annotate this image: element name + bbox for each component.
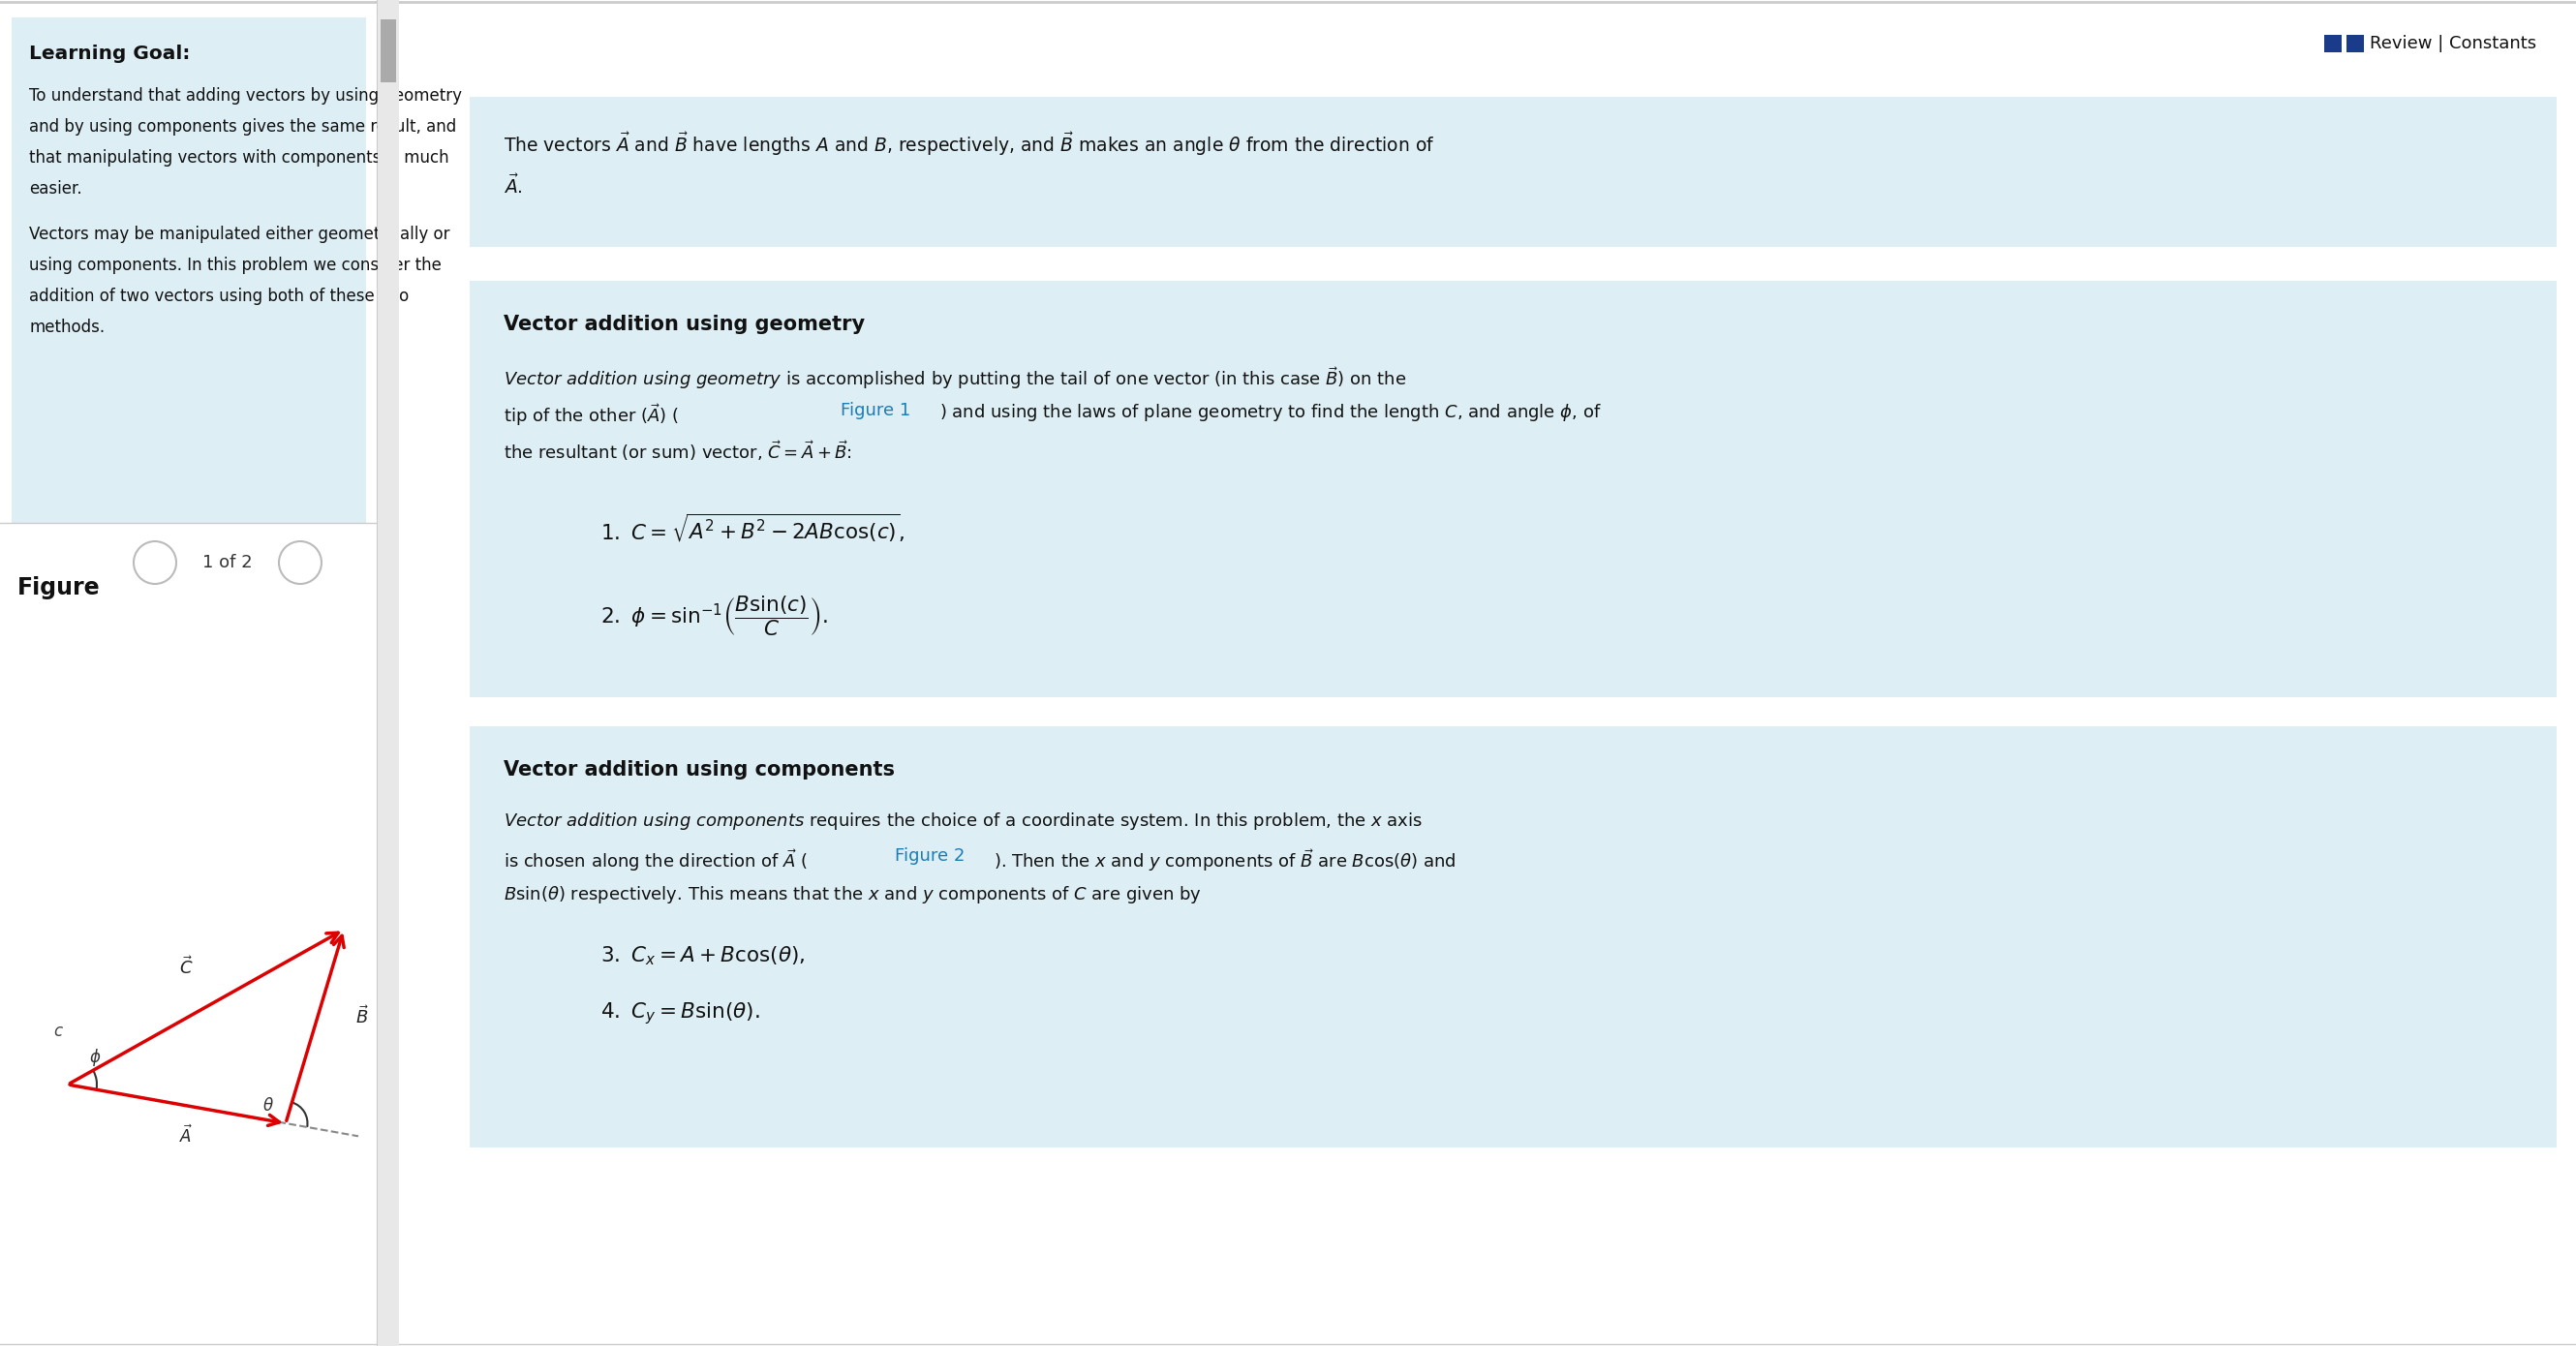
Text: Figure 2: Figure 2 — [894, 847, 966, 864]
Text: easier.: easier. — [28, 180, 82, 198]
Text: To understand that adding vectors by using geometry: To understand that adding vectors by usi… — [28, 87, 461, 105]
Text: Review | Constants: Review | Constants — [2370, 35, 2537, 52]
Text: 1 of 2: 1 of 2 — [204, 555, 252, 571]
Bar — [469, 97, 2555, 246]
Circle shape — [134, 541, 175, 584]
Text: Learning Goal:: Learning Goal: — [28, 44, 191, 63]
Text: using components. In this problem we consider the: using components. In this problem we con… — [28, 257, 440, 275]
Text: $\vec{A}$: $\vec{A}$ — [180, 1125, 193, 1147]
Text: Figure: Figure — [18, 576, 100, 599]
Bar — [469, 727, 2555, 1148]
Text: ) and using the laws of plane geometry to find the length $C$, and angle $\phi$,: ) and using the laws of plane geometry t… — [940, 402, 1602, 423]
Bar — [2324, 35, 2342, 52]
Text: tip of the other ($\vec{A}$) (: tip of the other ($\vec{A}$) ( — [502, 402, 677, 428]
Text: $2.\ \phi = \sin^{-1}\!\left(\dfrac{B\sin(c)}{C}\right).$: $2.\ \phi = \sin^{-1}\!\left(\dfrac{B\si… — [600, 594, 827, 638]
Bar — [381, 19, 397, 82]
Text: $\vec{C}$: $\vec{C}$ — [180, 956, 193, 979]
Bar — [13, 17, 366, 522]
Text: Figure 1: Figure 1 — [840, 402, 909, 420]
Text: methods.: methods. — [28, 319, 106, 336]
Bar — [379, 0, 399, 1346]
Text: addition of two vectors using both of these two: addition of two vectors using both of th… — [28, 288, 410, 306]
Circle shape — [278, 541, 322, 584]
Text: ). Then the $x$ and $y$ components of $\vec{B}$ are $B\cos(\theta)$ and: ). Then the $x$ and $y$ components of $\… — [994, 847, 1455, 874]
Text: and by using components gives the same result, and: and by using components gives the same r… — [28, 118, 456, 136]
Text: that manipulating vectors with components is much: that manipulating vectors with component… — [28, 149, 448, 167]
Text: >: > — [294, 555, 307, 571]
Text: <: < — [147, 555, 162, 571]
Text: The vectors $\vec{A}$ and $\vec{B}$ have lengths $A$ and $B$, respectively, and : The vectors $\vec{A}$ and $\vec{B}$ have… — [502, 131, 1435, 157]
Text: the resultant (or sum) vector, $\vec{C} = \vec{A} + \vec{B}$:: the resultant (or sum) vector, $\vec{C} … — [502, 439, 853, 463]
Text: $\phi$: $\phi$ — [90, 1047, 100, 1069]
Text: Vector addition using components: Vector addition using components — [502, 760, 894, 779]
Text: $B\sin(\theta)$ respectively. This means that the $x$ and $y$ components of $C$ : $B\sin(\theta)$ respectively. This means… — [502, 884, 1200, 906]
Text: Vector addition using geometry: Vector addition using geometry — [502, 315, 866, 334]
Text: Vectors may be manipulated either geometrically or: Vectors may be manipulated either geomet… — [28, 226, 451, 244]
Text: $c$: $c$ — [54, 1023, 64, 1040]
Text: is chosen along the direction of $\vec{A}$ (: is chosen along the direction of $\vec{A… — [502, 847, 809, 874]
Text: $3.\ C_x = A + B\cos(\theta),$: $3.\ C_x = A + B\cos(\theta),$ — [600, 944, 806, 966]
Bar — [2347, 35, 2365, 52]
Text: $\vec{A}$.: $\vec{A}$. — [502, 174, 523, 198]
Text: $\mathit{Vector\ addition\ using\ components}$ requires the choice of a coordina: $\mathit{Vector\ addition\ using\ compon… — [502, 810, 1422, 832]
Text: $1.\ C = \sqrt{A^2 + B^2 - 2AB\cos(c)},$: $1.\ C = \sqrt{A^2 + B^2 - 2AB\cos(c)},$ — [600, 511, 904, 544]
Text: $\mathit{Vector\ addition\ using\ geometry}$ is accomplished by putting the tail: $\mathit{Vector\ addition\ using\ geomet… — [502, 365, 1406, 392]
Text: $\vec{B}$: $\vec{B}$ — [355, 1005, 368, 1028]
Text: $\theta$: $\theta$ — [263, 1097, 273, 1114]
Text: $4.\ C_y = B\sin(\theta).$: $4.\ C_y = B\sin(\theta).$ — [600, 1000, 760, 1026]
Bar — [469, 281, 2555, 697]
